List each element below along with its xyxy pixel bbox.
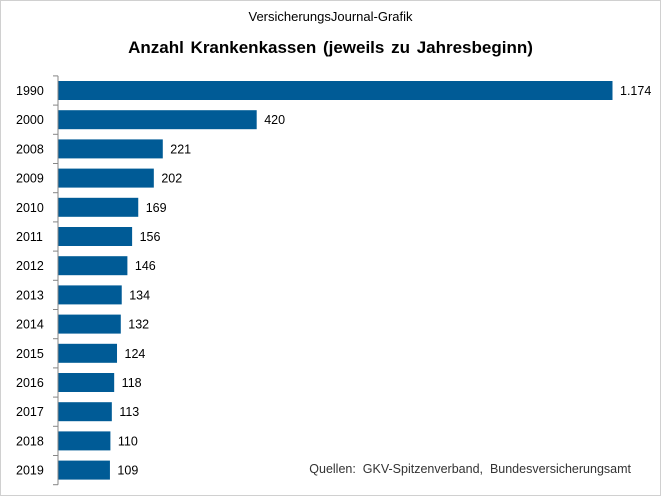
value-label-2019: 109 xyxy=(117,464,138,478)
chart-title: Anzahl Krankenkassen (jeweils zu Jahresb… xyxy=(128,38,533,57)
value-label-2000: 420 xyxy=(264,113,285,127)
axis-layer: 1990 2000 2008 2009 2010 2011 2012 2013 2014 2015… xyxy=(16,75,59,486)
bar-2009 xyxy=(58,168,154,188)
bar-2012 xyxy=(58,256,128,276)
category-label-2000: 2000 xyxy=(16,113,44,127)
category-label-2018: 2018 xyxy=(16,434,44,448)
source-note: Quellen: GKV-Spitzenverband, Bundesversi… xyxy=(309,462,631,476)
category-label-2016: 2016 xyxy=(16,376,44,390)
value-label-2016: 118 xyxy=(122,376,142,390)
value-label-2012: 146 xyxy=(135,259,156,273)
bar-2014 xyxy=(58,314,121,334)
category-label-2008: 2008 xyxy=(16,142,44,156)
category-label-2010: 2010 xyxy=(16,201,44,215)
bar-1990 xyxy=(58,81,613,100)
bar-2015 xyxy=(58,343,118,363)
category-label-1990: 1990 xyxy=(16,84,44,98)
category-label-2011: 2011 xyxy=(16,230,43,244)
value-label-2008: 221 xyxy=(170,142,191,156)
category-label-2019: 2019 xyxy=(16,464,44,478)
value-label-2018: 110 xyxy=(118,434,138,448)
bar-2017 xyxy=(58,402,112,422)
category-label-2009: 2009 xyxy=(16,172,44,186)
value-label-2015: 124 xyxy=(125,347,146,361)
bar-2008 xyxy=(58,139,163,159)
chart-supertitle: VersicherungsJournal-Grafik xyxy=(248,9,413,24)
category-label-2012: 2012 xyxy=(16,259,44,273)
value-label-2010: 169 xyxy=(146,201,167,215)
value-label-2017: 113 xyxy=(119,405,139,419)
value-label-1990: 1.174 xyxy=(620,84,651,98)
value-label-2011: 156 xyxy=(140,230,161,244)
category-label-2014: 2014 xyxy=(16,318,44,332)
value-label-2014: 132 xyxy=(128,318,149,332)
bar-2019 xyxy=(58,460,110,480)
bar-2016 xyxy=(58,373,115,392)
bar-2010 xyxy=(58,197,139,217)
bar-2000 xyxy=(58,110,257,130)
bar-2013 xyxy=(58,285,122,305)
bar-layer: 1.174 420 221 202 169 156 146 134 132 124 118 113 11… xyxy=(58,81,651,480)
bar-2018 xyxy=(58,431,111,451)
value-label-2013: 134 xyxy=(129,288,150,302)
bar-2011 xyxy=(58,227,133,246)
category-label-2017: 2017 xyxy=(16,405,44,419)
category-label-2013: 2013 xyxy=(16,288,44,302)
category-label-2015: 2015 xyxy=(16,347,44,361)
value-label-2009: 202 xyxy=(161,172,182,186)
